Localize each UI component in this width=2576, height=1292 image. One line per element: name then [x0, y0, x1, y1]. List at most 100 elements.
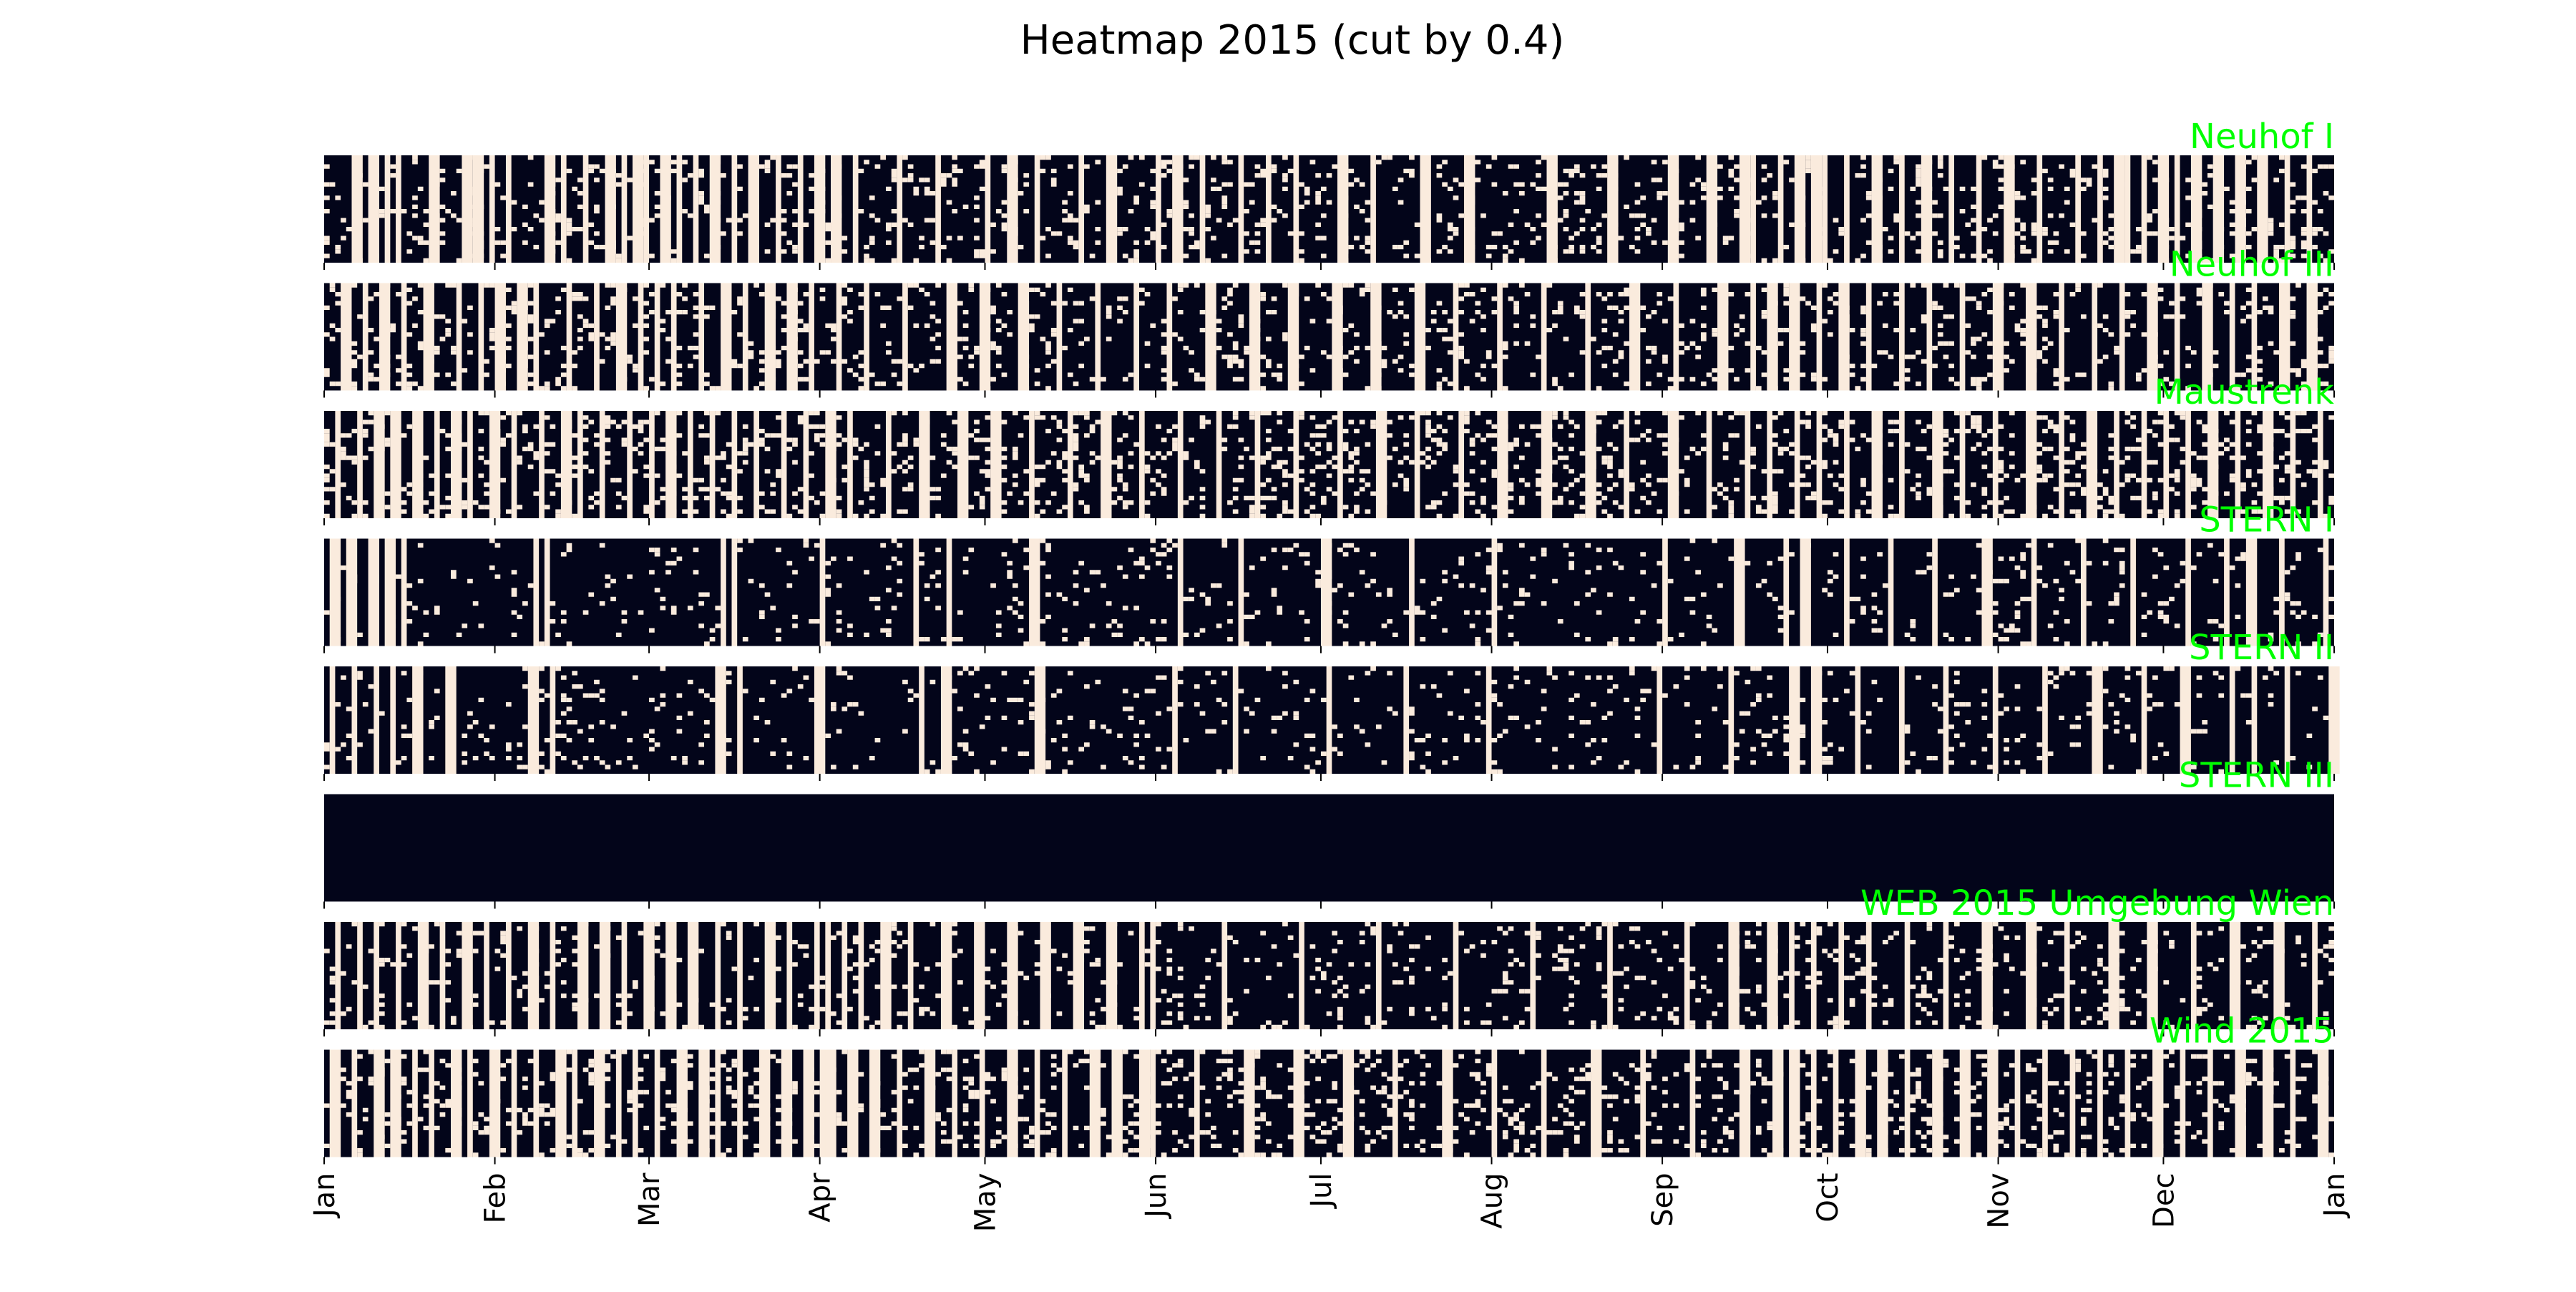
cut-hour-cell — [1987, 373, 1993, 377]
cut-hour-cell — [1370, 424, 1376, 429]
cut-day-stripe — [2114, 155, 2124, 263]
cut-hour-cell — [2048, 213, 2054, 218]
cut-day-stripe — [369, 155, 379, 263]
cut-day-stripe — [346, 539, 357, 646]
cut-hour-cell — [1805, 160, 1811, 164]
cut-hour-cell — [1128, 155, 1134, 160]
cut-hour-cell — [550, 319, 556, 324]
cut-hour-cell — [2152, 178, 2158, 182]
cut-hour-cell — [1976, 386, 1982, 390]
cut-hour-cell — [682, 510, 688, 514]
cut-day-stripe — [1299, 922, 1304, 1029]
cut-hour-cell — [539, 698, 545, 702]
cut-hour-cell — [665, 570, 671, 574]
cut-hour-cell — [1376, 724, 1382, 729]
cut-hour-cell — [467, 1025, 473, 1029]
cut-hour-cell — [649, 570, 655, 574]
cut-hour-cell — [1145, 734, 1151, 738]
cut-hour-cell — [1822, 377, 1828, 382]
cut-hour-cell — [588, 324, 594, 328]
cut-hour-cell — [1084, 637, 1090, 641]
cut-hour-cell — [2119, 548, 2125, 552]
cut-hour-cell — [583, 319, 589, 324]
cut-hour-cell — [1161, 456, 1167, 460]
cut-hour-cell — [457, 438, 462, 442]
cut-day-stripe — [1662, 539, 1668, 646]
cut-hour-cell — [1150, 205, 1156, 209]
cut-hour-cell — [759, 442, 765, 447]
cut-hour-cell — [1437, 597, 1443, 601]
cut-hour-cell — [1057, 460, 1063, 465]
cut-day-stripe — [401, 283, 407, 391]
cut-hour-cell — [655, 213, 660, 218]
cut-hour-cell — [1916, 492, 1921, 496]
cut-hour-cell — [1772, 496, 1778, 500]
cut-hour-cell — [2158, 615, 2164, 619]
cut-hour-cell — [1464, 482, 1470, 487]
cut-hour-cell — [1007, 698, 1013, 702]
cut-hour-cell — [1272, 205, 1277, 209]
cut-hour-cell — [655, 191, 660, 195]
cut-hour-cell — [457, 447, 462, 451]
cut-hour-cell — [467, 223, 473, 227]
cut-hour-cell — [2031, 258, 2037, 263]
cut-hour-cell — [528, 283, 534, 288]
cut-hour-cell — [2290, 200, 2296, 205]
cut-hour-cell — [1679, 633, 1684, 637]
cut-hour-cell — [489, 328, 495, 332]
cut-hour-cell — [1150, 492, 1156, 496]
cut-hour-cell — [1084, 209, 1090, 213]
cut-hour-cell — [2328, 355, 2334, 359]
cut-hour-cell — [324, 611, 330, 615]
cut-hour-cell — [892, 469, 897, 473]
cut-hour-cell — [726, 514, 732, 518]
cut-hour-cell — [2202, 424, 2207, 429]
cut-hour-cell — [1139, 557, 1145, 561]
cut-hour-cell — [500, 953, 506, 958]
cut-hour-cell — [412, 160, 418, 164]
cut-hour-cell — [836, 195, 842, 200]
cut-hour-cell — [434, 346, 440, 350]
cut-hour-cell — [1348, 420, 1354, 424]
cut-hour-cell — [786, 165, 792, 169]
cut-hour-cell — [2020, 514, 2026, 518]
cut-hour-cell — [1546, 465, 1552, 469]
cut-hour-cell — [1420, 411, 1425, 415]
cut-hour-cell — [1503, 355, 1508, 359]
cut-hour-cell — [424, 633, 429, 637]
cut-hour-cell — [1117, 478, 1123, 482]
cut-hour-cell — [1513, 438, 1519, 442]
cut-hour-cell — [836, 514, 842, 518]
cut-hour-cell — [1734, 195, 1740, 200]
cut-hour-cell — [1480, 478, 1486, 482]
cut-hour-cell — [1282, 187, 1288, 191]
cut-hour-cell — [1272, 716, 1277, 720]
cut-day-stripe — [567, 283, 572, 391]
cut-hour-cell — [1756, 729, 1762, 734]
cut-hour-cell — [1442, 245, 1448, 249]
cut-hour-cell — [429, 492, 434, 496]
cut-hour-cell — [379, 994, 385, 998]
cut-hour-cell — [1244, 729, 1249, 734]
cut-hour-cell — [1601, 328, 1607, 332]
cut-hour-cell — [401, 487, 407, 491]
cut-hour-cell — [1184, 254, 1189, 258]
cut-hour-cell — [1348, 514, 1354, 518]
cut-hour-cell — [2230, 478, 2235, 482]
cut-hour-cell — [555, 752, 561, 756]
cut-hour-cell — [996, 364, 1002, 368]
cut-hour-cell — [1745, 231, 1751, 235]
cut-hour-cell — [1068, 165, 1073, 169]
cut-hour-cell — [1795, 769, 1800, 774]
cut-day-stripe — [528, 666, 539, 774]
cut-hour-cell — [2020, 570, 2026, 574]
cut-hour-cell — [2285, 451, 2290, 455]
cut-hour-cell — [721, 734, 726, 738]
cut-hour-cell — [390, 328, 396, 332]
cut-hour-cell — [1629, 666, 1635, 671]
cut-hour-cell — [1987, 288, 1993, 292]
cut-hour-cell — [2087, 601, 2092, 606]
cut-hour-cell — [935, 346, 941, 350]
cut-hour-cell — [522, 971, 528, 976]
cut-hour-cell — [1558, 424, 1563, 429]
